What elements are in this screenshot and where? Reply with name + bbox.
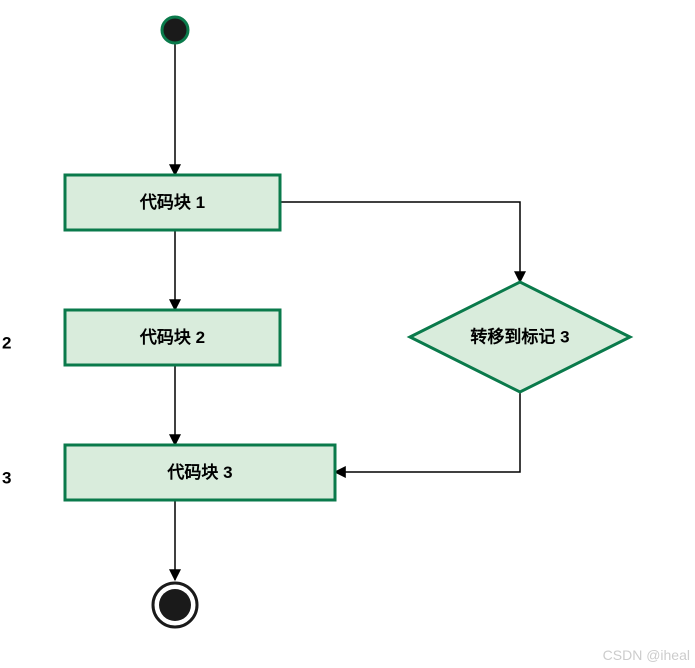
- decision-label: 转移到标记 3: [470, 327, 569, 347]
- side-label-0: 2: [2, 333, 11, 352]
- block2-label: 代码块 2: [139, 327, 205, 347]
- block3-label: 代码块 3: [166, 462, 232, 482]
- side-label-1: 3: [2, 468, 11, 487]
- edge-decision-block3: [335, 392, 520, 472]
- start-node: [162, 17, 188, 43]
- block1-label: 代码块 1: [139, 192, 205, 212]
- edge-block1-decision: [280, 202, 520, 282]
- end-node-inner: [159, 589, 191, 621]
- flowchart-canvas: 代码块 1 代码块 2 代码块 3 转移到标记 3 2 3 CSDN @iheal: [0, 0, 695, 668]
- watermark: CSDN @iheal: [603, 647, 690, 663]
